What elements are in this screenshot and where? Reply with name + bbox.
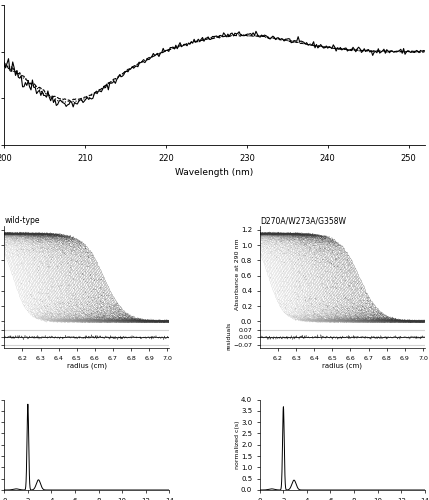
X-axis label: radius (cm): radius (cm) (67, 362, 107, 369)
X-axis label: Wavelength (nm): Wavelength (nm) (175, 168, 254, 177)
Y-axis label: residuals: residuals (227, 322, 232, 350)
Y-axis label: normalized c(s): normalized c(s) (235, 420, 239, 469)
Y-axis label: Absorbance at 290 nm: Absorbance at 290 nm (235, 238, 239, 310)
Text: D270A/W273A/G358W: D270A/W273A/G358W (260, 216, 346, 226)
Text: wild-type: wild-type (4, 216, 40, 226)
X-axis label: radius (cm): radius (cm) (322, 362, 362, 369)
